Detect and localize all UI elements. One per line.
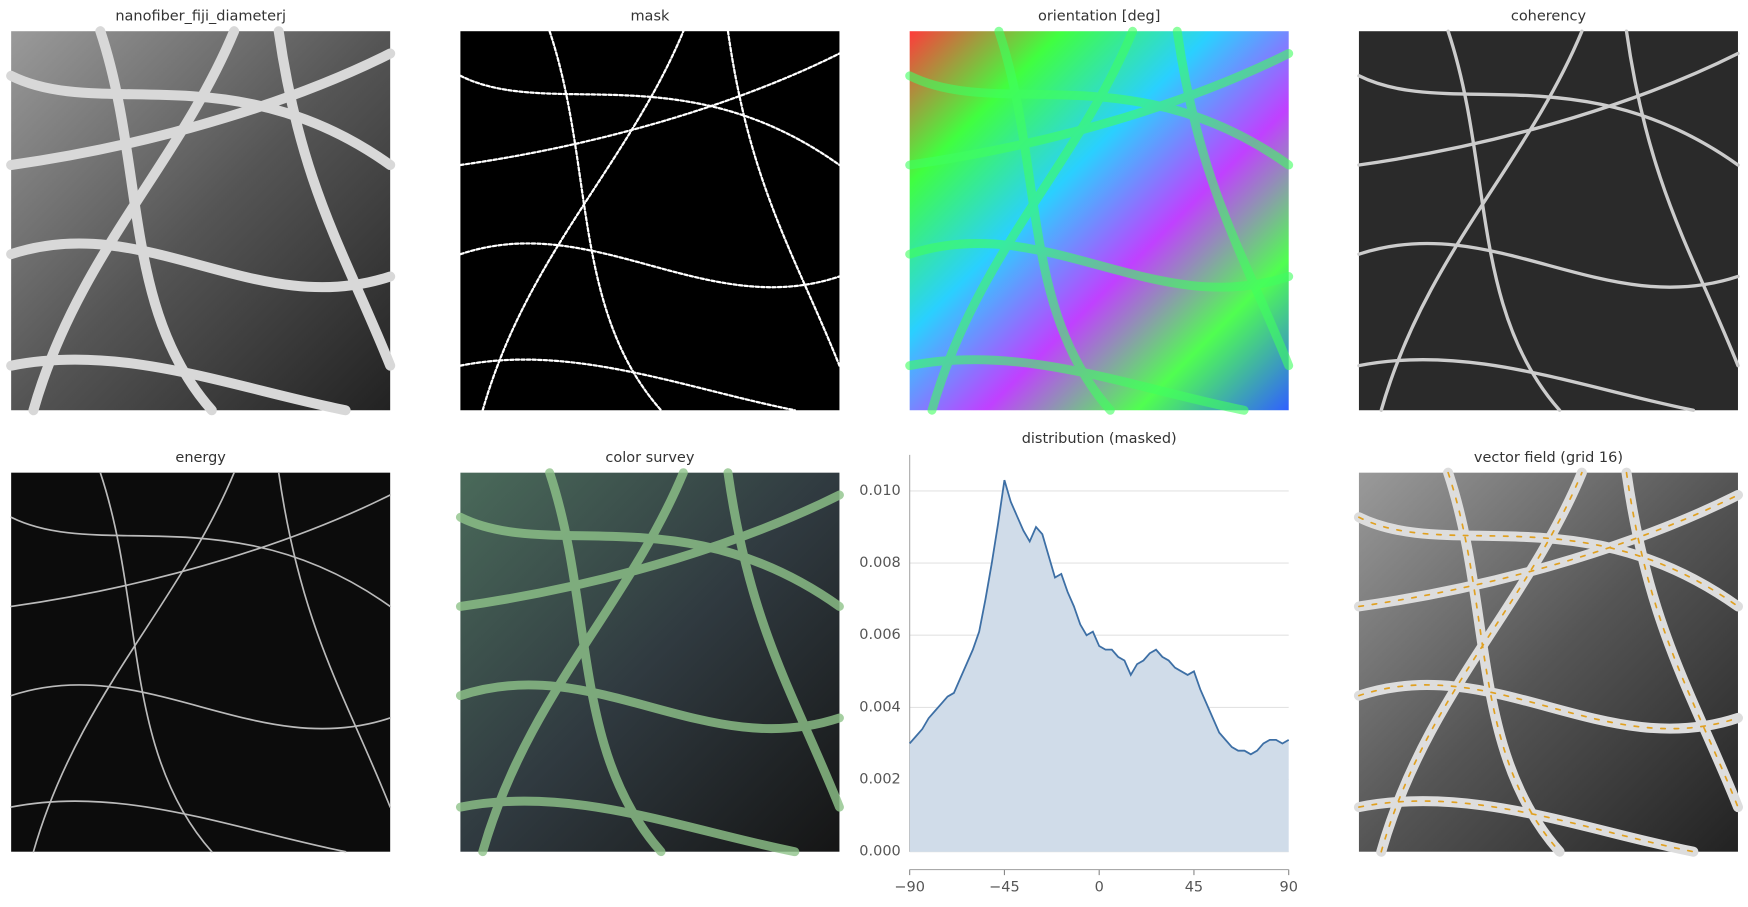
- panel-1: mask: [459, 9, 841, 412]
- panel-title: color survey: [605, 450, 694, 466]
- y-tick-label: 0.004: [859, 699, 900, 715]
- y-tick-label: 0.000: [859, 844, 900, 860]
- x-tick-label: −90: [894, 879, 925, 895]
- x-tick-label: 0: [1095, 879, 1104, 895]
- x-tick-label: −45: [989, 879, 1020, 895]
- y-tick-label: 0.006: [859, 627, 900, 643]
- panel-3: coherency: [1357, 9, 1740, 412]
- image: [11, 472, 391, 852]
- panel-title: mask: [630, 9, 670, 25]
- area-fill: [909, 480, 1289, 852]
- panel-6: vector field (grid 16): [1359, 450, 1738, 852]
- distribution-chart: 0.000 0.002 0.004 0.006 0.008 0.010 −90 −45 0 45 9…: [859, 454, 1298, 895]
- panel-title: vector field (grid 16): [1474, 450, 1623, 466]
- y-tick-label: 0.010: [859, 483, 900, 499]
- panel-title: coherency: [1511, 9, 1587, 25]
- x-tick-label: 90: [1279, 879, 1297, 895]
- panel-title: energy: [175, 450, 226, 466]
- y-tick-label: 0.002: [859, 772, 900, 788]
- x-tick-label: 45: [1185, 879, 1203, 895]
- line: [909, 479, 1290, 756]
- panel-4: energy: [10, 450, 392, 853]
- image: [460, 31, 840, 411]
- panel-title: nanofiber_fiji_diameterj: [115, 9, 286, 25]
- panel-0: nanofiber_fiji_diameterj: [11, 9, 390, 411]
- panel-2: orientation [deg]: [910, 9, 1289, 411]
- chart-title: distribution (masked): [1022, 431, 1177, 447]
- image: [1358, 31, 1738, 411]
- panel-5: color survey: [460, 450, 839, 852]
- y-tick-label: 0.008: [859, 555, 900, 571]
- panel-title: orientation [deg]: [1038, 9, 1160, 25]
